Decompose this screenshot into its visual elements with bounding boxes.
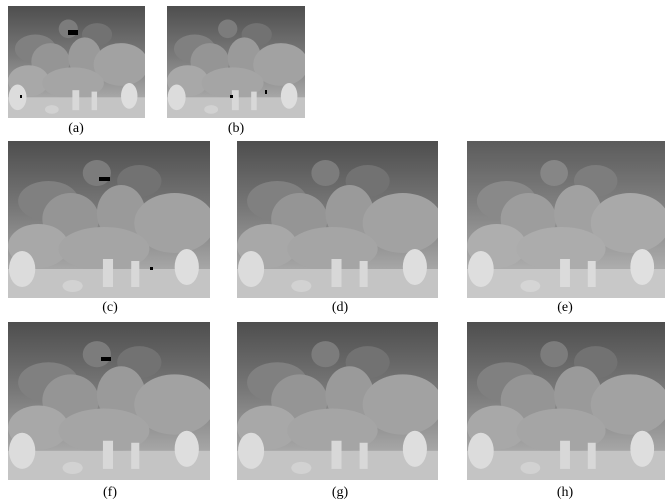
depth-map xyxy=(237,141,443,298)
hole xyxy=(230,95,233,98)
caption: (h) xyxy=(557,485,574,500)
depth-map xyxy=(467,322,665,480)
depth-map xyxy=(8,322,215,480)
figure: (a) (b) (c) (d) (e) (f) (g) (h) xyxy=(0,0,665,503)
hole xyxy=(20,95,22,98)
depth-map xyxy=(167,6,308,118)
hole xyxy=(265,90,267,94)
caption: (d) xyxy=(332,300,349,315)
hole xyxy=(99,177,110,181)
caption: (b) xyxy=(228,121,245,136)
hole xyxy=(68,30,78,35)
depth-map xyxy=(8,6,148,118)
depth-map xyxy=(237,322,443,480)
caption: (g) xyxy=(332,485,349,500)
caption: (e) xyxy=(557,300,573,315)
depth-map xyxy=(8,141,215,298)
caption: (f) xyxy=(103,485,117,500)
hole xyxy=(101,357,111,361)
caption: (a) xyxy=(68,121,84,136)
hole xyxy=(150,267,153,270)
depth-map xyxy=(467,141,665,298)
caption: (c) xyxy=(102,300,118,315)
